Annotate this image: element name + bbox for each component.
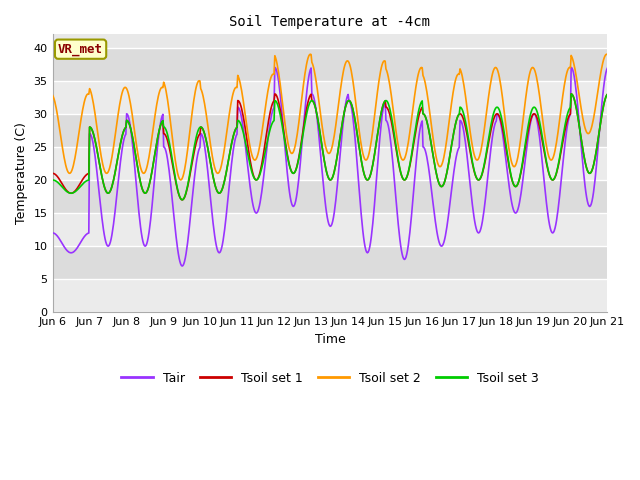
Bar — [52, 279, 607, 312]
Bar — [52, 147, 607, 180]
Title: Soil Temperature at -4cm: Soil Temperature at -4cm — [230, 15, 431, 29]
Bar — [52, 48, 607, 81]
Bar — [52, 246, 607, 279]
Bar — [52, 180, 607, 213]
X-axis label: Time: Time — [315, 333, 346, 346]
Y-axis label: Temperature (C): Temperature (C) — [15, 122, 28, 224]
Legend: Tair, Tsoil set 1, Tsoil set 2, Tsoil set 3: Tair, Tsoil set 1, Tsoil set 2, Tsoil se… — [116, 367, 543, 390]
Text: VR_met: VR_met — [58, 43, 103, 56]
Bar — [52, 114, 607, 147]
Bar — [52, 213, 607, 246]
Bar — [52, 81, 607, 114]
